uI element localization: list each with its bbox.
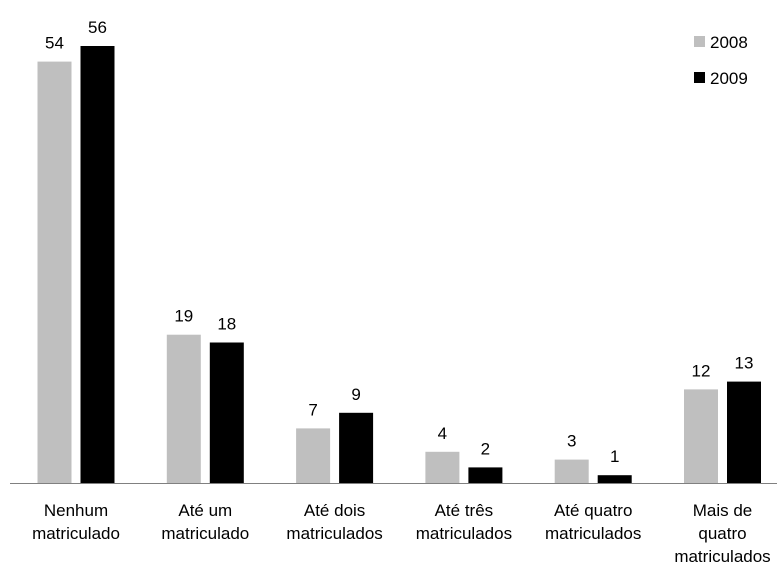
data-label-2009-1: 18 <box>217 315 236 334</box>
bar-2009-5 <box>727 381 761 483</box>
data-label-2008-1: 19 <box>174 307 193 326</box>
bar-2008-4 <box>554 459 589 483</box>
category-label-3: Até três matriculados <box>416 501 512 543</box>
category-labels-layer: Nenhum matriculado Até um matriculado Até do… <box>32 501 771 566</box>
data-label-2008-5: 12 <box>692 361 711 380</box>
bar-2008-0 <box>37 61 72 483</box>
category-label-line: Até quatro <box>554 501 632 520</box>
category-label-line: Até dois <box>304 501 365 520</box>
category-label-line: matriculados <box>674 547 770 566</box>
bar-2009-1 <box>209 342 244 483</box>
legend-label-2009: 2009 <box>710 69 748 88</box>
bar-2009-0 <box>80 46 115 483</box>
bar-2009-2 <box>339 412 374 483</box>
data-label-2009-3: 2 <box>481 439 490 458</box>
category-label-5: Mais de quatro matriculados <box>674 501 770 566</box>
legend-swatch-2009 <box>694 72 705 83</box>
category-label-1: Até um matriculado <box>161 501 249 543</box>
data-label-2009-5: 13 <box>735 354 754 373</box>
data-label-2008-4: 3 <box>567 432 576 451</box>
bar-2009-3 <box>468 467 503 483</box>
category-label-4: Até quatro matriculados <box>545 501 641 543</box>
category-label-line: matriculado <box>32 524 120 543</box>
legend: 2008 2009 <box>694 33 748 88</box>
data-label-2009-2: 9 <box>351 385 360 404</box>
data-label-2008-3: 4 <box>438 424 447 443</box>
category-label-line: matriculado <box>161 524 249 543</box>
bar-2008-3 <box>425 451 460 483</box>
category-label-2: Até dois matriculados <box>286 501 382 543</box>
category-label-line: Até três <box>435 501 494 520</box>
bar-2008-1 <box>166 334 201 483</box>
category-label-line: quatro <box>698 524 746 543</box>
category-label-line: matriculados <box>286 524 382 543</box>
data-label-2008-0: 54 <box>45 34 64 53</box>
data-label-2008-2: 7 <box>308 400 317 419</box>
data-label-2009-4: 1 <box>610 447 619 466</box>
bars-layer <box>37 46 761 483</box>
bar-2008-2 <box>296 428 331 483</box>
category-label-line: Mais de <box>693 501 753 520</box>
data-label-2009-0: 56 <box>88 18 107 37</box>
data-labels-layer: 54 56 19 18 7 9 4 2 3 1 12 13 <box>45 18 753 466</box>
category-label-line: matriculados <box>416 524 512 543</box>
bar-2008-5 <box>684 389 718 483</box>
legend-label-2008: 2008 <box>710 33 748 52</box>
category-label-line: Nenhum <box>44 501 108 520</box>
legend-swatch-2008 <box>694 36 705 47</box>
bar-2009-4 <box>597 475 632 483</box>
category-label-line: matriculados <box>545 524 641 543</box>
category-label-0: Nenhum matriculado <box>32 501 120 543</box>
category-label-line: Até um <box>178 501 232 520</box>
